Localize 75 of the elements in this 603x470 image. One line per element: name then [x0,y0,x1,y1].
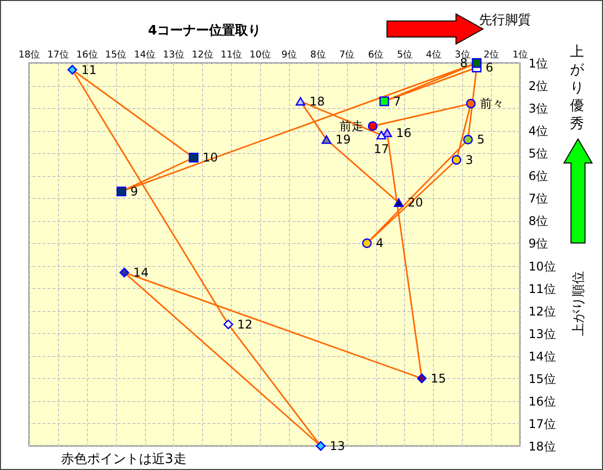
y-tick-label: 3位 [528,102,548,116]
y-axis-title: 上がり順位 [572,271,586,336]
y-tick-label: 14位 [528,349,556,364]
series-label: 18 [309,94,325,108]
x-tick-label: 9位 [281,48,298,60]
series-label: 4 [376,236,384,250]
point [368,121,378,131]
point [188,152,198,162]
point [223,320,234,330]
x-axis-title: 4コーナー位置取り [148,24,262,38]
text: 先行脚質 [479,12,531,29]
series-label: 13 [330,439,345,453]
y-tick-label: 8位 [528,214,548,228]
series-label: 6 [486,60,494,75]
x-tick-label: 12位 [192,48,214,60]
x-tick-label: 1位 [512,48,529,60]
series-label: 20 [408,196,423,210]
point [316,441,326,451]
y-tick-label: 7位 [528,192,548,206]
x-tick-label: 13位 [162,48,185,60]
text: 赤色ポイントは近3走 [61,451,186,468]
text: 上がり優秀 [569,43,585,133]
series-label: 前々 [480,96,504,111]
series-label: 11 [81,62,97,77]
series-label: 9 [130,184,138,198]
x-tick-label: 2位 [484,48,500,60]
x-tick-label: 10位 [250,48,272,60]
point [452,155,462,165]
x-tick-label: 8位 [310,48,326,60]
y-tick-label: 12位 [528,304,556,318]
x-tick-label: 14位 [134,48,156,60]
point [119,268,130,278]
y-tick-label: 10位 [528,259,556,274]
y-tick-label: 5位 [528,146,548,161]
series-label: 19 [335,132,351,147]
point [394,198,404,207]
y-tick-label: 13位 [528,326,556,341]
x-tick-label: 17位 [47,48,70,60]
series-label: 15 [430,371,446,386]
y-tick-label: 17位 [528,416,556,431]
point [466,98,476,108]
series-label: 3 [465,152,474,167]
x-tick-label: 6位 [368,48,384,60]
series-label: 16 [396,126,412,140]
series-label: 5 [477,132,485,147]
series-label: 14 [133,266,149,280]
y-tick-label: 11位 [528,282,556,296]
x-tick-label: 16位 [76,48,98,60]
y-tick-label: 4位 [528,124,548,138]
y-tick-label: 9位 [528,236,548,251]
series-label: 17 [374,142,390,156]
point [472,58,482,68]
point [296,97,306,106]
x-tick-label: 18位 [18,48,41,60]
point [116,186,126,196]
point [379,96,390,106]
point [376,130,386,140]
series-label: 7 [393,94,401,108]
point [463,134,473,144]
y-tick-label: 2位 [528,79,548,94]
x-tick-label: 4位 [426,48,442,60]
y-tick-label: 16位 [528,394,556,408]
point [67,64,78,75]
x-tick-label: 5位 [396,48,413,60]
y-tick-label: 6位 [528,169,548,184]
point [362,238,372,248]
series-label: 12 [237,317,253,332]
x-tick-label: 15位 [105,48,128,60]
x-tick-label: 11位 [220,48,243,60]
x-tick-label: 7位 [339,48,356,60]
y-tick-label: 15位 [528,372,556,386]
point [322,135,332,144]
point [382,128,392,138]
y-tick-label: 18位 [528,440,556,454]
point [416,374,427,384]
